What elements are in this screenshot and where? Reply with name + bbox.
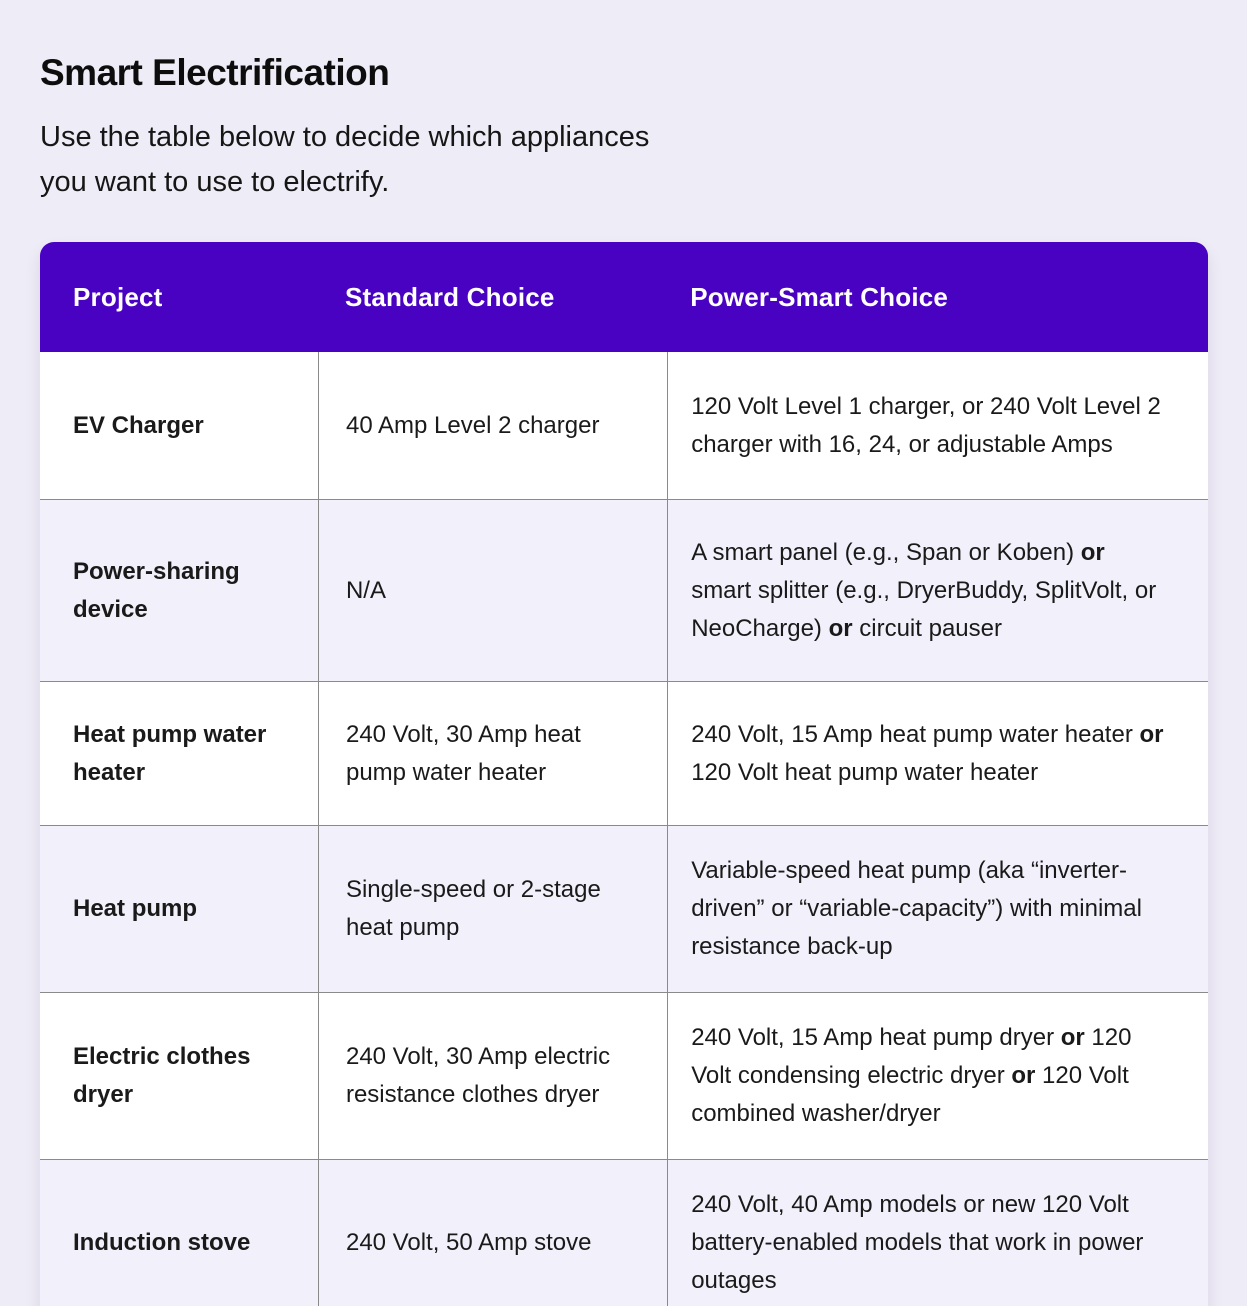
standard-choice-cell: 240 Volt, 30 Amp electric resistance clo… bbox=[317, 993, 667, 1159]
header-cell-project: Project bbox=[73, 281, 163, 312]
cell-text: N/A bbox=[345, 576, 386, 604]
header-cell-power-smart-choice: Power-Smart Choice bbox=[690, 281, 949, 312]
power-smart-choice-cell: 240 Volt, 40 Amp models or new 120 Volt … bbox=[667, 1160, 1208, 1306]
electrification-table: Project Standard Choice Power-Smart Choi… bbox=[40, 242, 1208, 1306]
cell-text: 240 Volt, 40 Amp models or new 120 Volt … bbox=[691, 1191, 1144, 1294]
header-cell-standard-choice: Standard Choice bbox=[344, 281, 555, 312]
standard-choice-cell: 240 Volt, 50 Amp stove bbox=[317, 1160, 667, 1306]
table-row-electric-clothes-dryer: Electric clothes dryer 240 Volt, 30 Amp … bbox=[40, 992, 1208, 1159]
power-smart-choice-cell: Variable-speed heat pump (aka “inverter-… bbox=[667, 826, 1208, 992]
power-smart-choice-cell: 240 Volt, 15 Amp heat pump dryer or 120 … bbox=[667, 993, 1208, 1159]
power-smart-choice-cell: 240 Volt, 15 Amp heat pump water heater … bbox=[667, 682, 1208, 825]
standard-choice-cell: Single-speed or 2-stage heat pump bbox=[317, 826, 667, 992]
standard-choice-cell: N/A bbox=[317, 500, 667, 681]
standard-choice-cell: 240 Volt, 30 Amp heat pump water heater bbox=[317, 682, 667, 825]
table-row-heat-pump-water-heater: Heat pump water heater 240 Volt, 30 Amp … bbox=[40, 681, 1208, 825]
table-row-induction-stove: Induction stove 240 Volt, 50 Amp stove 2… bbox=[40, 1159, 1208, 1306]
cell-text: 240 Volt, 30 Amp heat pump water heater bbox=[345, 720, 581, 786]
cell-text: 240 Volt, 50 Amp stove bbox=[345, 1229, 592, 1256]
table-row-power-sharing-device: Power-sharing device N/A A smart panel (… bbox=[40, 499, 1208, 681]
cell-text: 40 Amp Level 2 charger bbox=[345, 411, 600, 439]
table-header-row: Project Standard Choice Power-Smart Choi… bbox=[40, 242, 1208, 352]
project-cell: Heat pump bbox=[73, 895, 198, 922]
cell-text: Variable-speed heat pump (aka “inverter-… bbox=[691, 857, 1142, 960]
standard-choice-cell: 40 Amp Level 2 charger bbox=[317, 352, 667, 499]
cell-text: 120 Volt Level 1 charger, or 240 Volt Le… bbox=[691, 392, 1161, 458]
power-smart-choice-cell: 120 Volt Level 1 charger, or 240 Volt Le… bbox=[667, 352, 1208, 499]
page-subtitle: Use the table below to decide which appl… bbox=[40, 121, 650, 198]
cell-text: A smart panel (e.g., Span or Koben) or s… bbox=[691, 538, 1157, 642]
project-cell: EV Charger bbox=[73, 411, 204, 439]
project-cell: Induction stove bbox=[73, 1229, 251, 1256]
cell-text: 240 Volt, 15 Amp heat pump dryer or 120 … bbox=[691, 1024, 1132, 1127]
cell-text: 240 Volt, 30 Amp electric resistance clo… bbox=[345, 1043, 611, 1108]
cell-text: 240 Volt, 15 Amp heat pump water heater … bbox=[691, 720, 1164, 786]
project-cell: Power-sharing device bbox=[73, 557, 240, 623]
table-row-heat-pump: Heat pump Single-speed or 2-stage heat p… bbox=[40, 825, 1208, 992]
table-row-ev-charger: EV Charger 40 Amp Level 2 charger 120 Vo… bbox=[40, 352, 1208, 499]
page: Smart Electrification Use the table belo… bbox=[0, 52, 1247, 1306]
project-cell: Electric clothes dryer bbox=[73, 1043, 251, 1108]
project-cell: Heat pump water heater bbox=[73, 720, 267, 786]
page-title: Smart Electrification bbox=[40, 52, 390, 93]
cell-text: Single-speed or 2-stage heat pump bbox=[345, 876, 601, 941]
power-smart-choice-cell: A smart panel (e.g., Span or Koben) or s… bbox=[667, 500, 1208, 681]
